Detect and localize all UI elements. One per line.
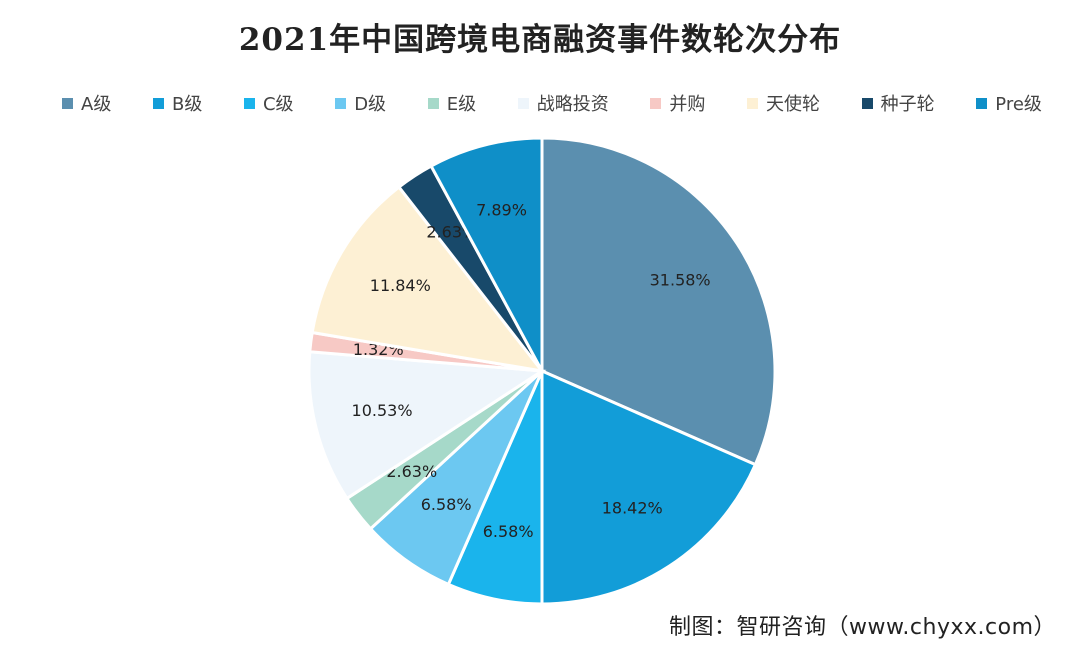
legend-label: B级 (171, 94, 203, 115)
legend-swatch (62, 97, 73, 109)
legend-swatch (861, 97, 873, 109)
legend-label: 天使轮 (766, 94, 820, 115)
slice-value-label: 6.58% (421, 495, 472, 514)
pie-slice (429, 136, 544, 372)
legend-label: 并购 (669, 94, 706, 115)
pie-slice (307, 350, 547, 501)
legend-label: D级 (354, 94, 387, 115)
legend-swatch (747, 97, 758, 109)
slice-value-label: 2.63% (386, 462, 437, 481)
legend-item: 并购 (650, 90, 705, 116)
legend-label: 种子轮 (880, 94, 935, 115)
legend-swatch (427, 97, 439, 109)
source-credit: 制图：智研咨询（www.chyxx.com） (668, 615, 1056, 640)
legend-item: 战略投资 (517, 90, 609, 116)
chart-title: 2021年中国跨境电商融资事件数轮次分布 (238, 22, 842, 58)
legend-swatch (335, 97, 347, 109)
legend-label: C级 (262, 94, 294, 115)
slice-value-label: 6.58% (483, 522, 534, 541)
legend-label: 战略投资 (536, 94, 609, 115)
legend-item: B级 (152, 90, 203, 116)
pie-slice (310, 184, 546, 374)
legend-swatch (517, 97, 529, 109)
legend-swatch (976, 97, 988, 109)
legend-item: 天使轮 (747, 90, 820, 116)
slice-value-label: 10.53% (352, 401, 413, 420)
slice-value-label: 18.42% (602, 499, 663, 518)
legend-swatch (243, 97, 255, 109)
legend-label: Pre级 (995, 94, 1042, 115)
legend-item: D级 (335, 90, 386, 116)
legend-item: A级 (62, 90, 111, 116)
legend-item: C级 (243, 90, 294, 116)
legend-swatch (152, 97, 164, 109)
legend-item: 种子轮 (861, 90, 935, 116)
slice-value-label: 7.89% (476, 201, 527, 220)
pie-slice (540, 136, 777, 467)
legend-item: Pre级 (976, 90, 1042, 116)
chart-legend: A级 B级 C级 D级 E级 战略投资 并购 天使轮 种子轮 Pre级 (62, 88, 1042, 118)
slice-value-label: 31.58% (650, 270, 711, 289)
legend-label: A级 (81, 94, 112, 115)
pie-slice (540, 368, 758, 606)
legend-label: E级 (446, 94, 477, 115)
legend-item: E级 (427, 90, 477, 116)
legend-swatch (650, 97, 662, 109)
slice-value-label: 11.84% (370, 276, 431, 295)
